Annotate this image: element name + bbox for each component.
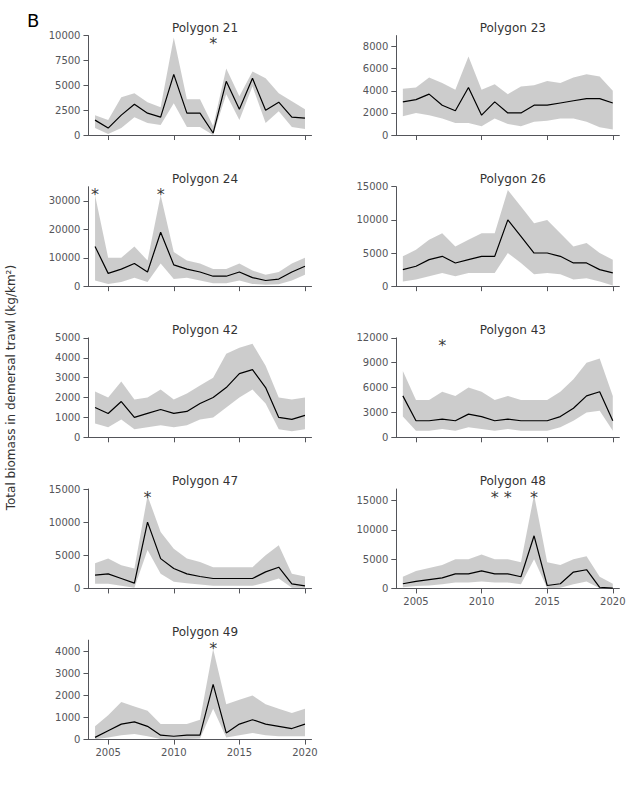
svg-text:2000: 2000 — [363, 107, 388, 118]
svg-text:6000: 6000 — [363, 63, 388, 74]
svg-text:1000: 1000 — [55, 712, 80, 723]
svg-text:2005: 2005 — [403, 596, 428, 607]
svg-text:2005: 2005 — [95, 747, 120, 758]
svg-text:0: 0 — [74, 583, 80, 594]
svg-text:2010: 2010 — [161, 747, 186, 758]
svg-text:2010: 2010 — [469, 596, 494, 607]
svg-text:3000: 3000 — [55, 668, 80, 679]
svg-text:4000: 4000 — [55, 646, 80, 657]
svg-text:4000: 4000 — [55, 352, 80, 363]
svg-text:B: B — [27, 10, 39, 31]
svg-text:10000: 10000 — [49, 517, 81, 528]
svg-text:10000: 10000 — [49, 252, 81, 263]
svg-text:*: * — [504, 488, 512, 507]
svg-text:4000: 4000 — [363, 85, 388, 96]
svg-text:2500: 2500 — [55, 105, 80, 116]
svg-text:1000: 1000 — [55, 412, 80, 423]
svg-text:Polygon 23: Polygon 23 — [480, 21, 546, 35]
svg-text:15000: 15000 — [356, 181, 388, 192]
svg-text:*: * — [209, 34, 217, 53]
svg-text:0: 0 — [382, 281, 388, 292]
svg-text:2020: 2020 — [600, 596, 625, 607]
svg-text:10000: 10000 — [356, 214, 388, 225]
svg-text:3000: 3000 — [55, 372, 80, 383]
svg-text:2020: 2020 — [292, 747, 317, 758]
svg-text:Polygon 26: Polygon 26 — [480, 172, 546, 186]
svg-text:30000: 30000 — [49, 195, 81, 206]
svg-text:5000: 5000 — [55, 80, 80, 91]
svg-text:*: * — [491, 488, 499, 507]
svg-text:2000: 2000 — [55, 690, 80, 701]
svg-text:Polygon 43: Polygon 43 — [480, 323, 546, 337]
svg-text:12000: 12000 — [356, 332, 388, 343]
svg-text:15000: 15000 — [356, 495, 388, 506]
svg-text:7500: 7500 — [55, 55, 80, 66]
svg-text:2015: 2015 — [534, 596, 559, 607]
svg-text:5000: 5000 — [55, 332, 80, 343]
svg-text:0: 0 — [74, 432, 80, 443]
svg-text:5000: 5000 — [55, 550, 80, 561]
svg-text:3000: 3000 — [363, 407, 388, 418]
svg-text:10000: 10000 — [356, 524, 388, 535]
svg-text:20000: 20000 — [49, 224, 81, 235]
svg-text:*: * — [209, 639, 217, 658]
svg-text:Polygon 49: Polygon 49 — [172, 625, 238, 639]
svg-text:Polygon 48: Polygon 48 — [480, 474, 546, 488]
svg-text:Polygon 24: Polygon 24 — [172, 172, 238, 186]
svg-text:*: * — [144, 488, 152, 507]
svg-text:0: 0 — [382, 432, 388, 443]
svg-text:5000: 5000 — [363, 248, 388, 259]
svg-text:*: * — [157, 185, 165, 204]
svg-text:0: 0 — [74, 281, 80, 292]
svg-text:Polygon 21: Polygon 21 — [172, 21, 238, 35]
svg-text:*: * — [530, 488, 538, 507]
svg-text:2000: 2000 — [55, 392, 80, 403]
svg-text:15000: 15000 — [49, 484, 81, 495]
svg-text:*: * — [91, 185, 99, 204]
svg-text:Total biomass in demersal traw: Total biomass in demersal trawl (kg/km²) — [4, 265, 18, 511]
svg-text:8000: 8000 — [363, 41, 388, 52]
svg-text:0: 0 — [74, 130, 80, 141]
svg-text:2015: 2015 — [227, 747, 252, 758]
svg-text:Polygon 42: Polygon 42 — [172, 323, 238, 337]
svg-text:*: * — [438, 336, 446, 355]
svg-text:0: 0 — [382, 130, 388, 141]
svg-text:9000: 9000 — [363, 357, 388, 368]
svg-text:0: 0 — [382, 583, 388, 594]
svg-text:6000: 6000 — [363, 382, 388, 393]
svg-text:0: 0 — [74, 734, 80, 745]
svg-text:Polygon 47: Polygon 47 — [172, 474, 238, 488]
svg-text:10000: 10000 — [49, 30, 81, 41]
svg-text:5000: 5000 — [363, 554, 388, 565]
